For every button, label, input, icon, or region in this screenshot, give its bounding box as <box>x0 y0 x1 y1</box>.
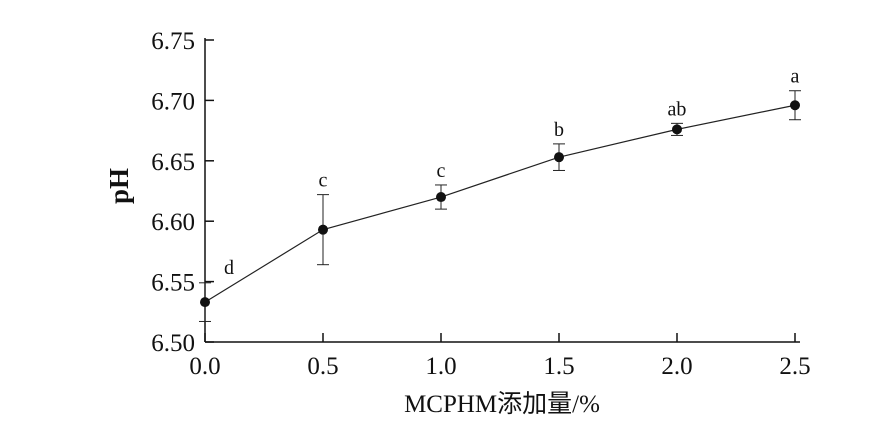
x-tick-label: 2.5 <box>779 353 810 380</box>
data-point <box>200 297 210 308</box>
significance-label: c <box>437 160 446 182</box>
y-tick-label: 6.65 <box>151 149 195 176</box>
x-tick-label: 2.0 <box>661 353 692 380</box>
data-point <box>672 124 682 135</box>
y-tick-label: 6.50 <box>151 330 195 357</box>
significance-label: a <box>791 66 800 88</box>
x-tick-label: 0.0 <box>189 353 220 380</box>
y-tick-label: 6.70 <box>151 88 195 115</box>
plot-area: 6.50 6.55 6.60 6.65 6.70 6.75 0.0 0.5 1.0 1.5 2.0… <box>151 28 810 380</box>
data-point <box>790 100 800 111</box>
y-tick-label: 6.75 <box>151 28 195 55</box>
x-tick-label: 1.5 <box>543 353 574 380</box>
significance-label: c <box>319 170 328 192</box>
y-tick-label: 6.55 <box>151 270 195 297</box>
significance-label: ab <box>668 98 687 120</box>
y-axis-title: pH <box>104 168 134 204</box>
x-tick-label: 1.0 <box>425 353 456 380</box>
significance-label: b <box>554 119 564 141</box>
significance-label: d <box>224 257 234 279</box>
data-point <box>436 192 446 203</box>
x-ticks: 0.0 0.5 1.0 1.5 2.0 2.5 <box>189 333 811 380</box>
y-tick-label: 6.60 <box>151 209 195 236</box>
data-point <box>554 152 564 163</box>
series-layer: d c c b ab a <box>199 66 801 322</box>
x-tick-label: 0.5 <box>307 353 338 380</box>
series-line <box>204 104 796 303</box>
y-ticks: 6.50 6.55 6.60 6.65 6.70 6.75 <box>151 28 214 357</box>
data-point <box>318 224 328 235</box>
x-axis-title: MCPHM添加量/% <box>404 390 600 418</box>
